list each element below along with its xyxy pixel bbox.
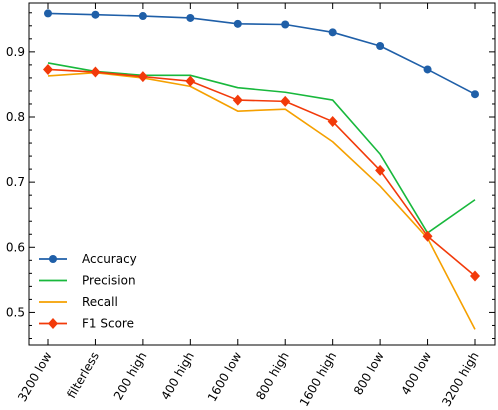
f1-score-line	[47, 68, 476, 277]
series-group	[43, 9, 480, 330]
x-tick-label: 200 high	[111, 350, 150, 403]
f1-score-point	[137, 71, 148, 83]
accuracy-point	[91, 10, 100, 19]
legend: Accuracy Precision Recall F1 Score	[39, 252, 137, 331]
f1-score-point	[375, 164, 386, 176]
accuracy-point	[423, 65, 432, 74]
y-tick-label: 0.7	[6, 175, 25, 189]
legend-f1-score-marker	[48, 318, 58, 329]
f1-score-point	[232, 94, 243, 106]
y-tick-label: 0.5	[6, 305, 25, 319]
f1-score-point	[185, 75, 196, 87]
f1-score-point	[422, 230, 433, 242]
legend-precision-label: Precision	[82, 274, 136, 288]
precision-line	[47, 62, 476, 234]
x-tick-label: 400 high	[158, 350, 197, 403]
x-tick-label: 3200 high	[439, 350, 481, 409]
accuracy-point	[281, 20, 290, 29]
f1-score-point	[90, 66, 101, 78]
legend-f1-score-label: F1 Score	[82, 317, 134, 331]
x-tick-label: 800 low	[351, 349, 387, 397]
x-tick-label: filterless	[64, 350, 102, 401]
legend-accuracy-marker	[49, 255, 57, 263]
x-tick-label: 1600 low	[205, 349, 245, 404]
y-axis: 0.5 0.6 0.7 0.8 0.9	[6, 12, 495, 339]
legend-accuracy-label: Accuracy	[82, 252, 137, 266]
y-tick-label: 0.6	[6, 240, 25, 254]
accuracy-point	[471, 90, 479, 99]
recall-line	[47, 71, 476, 330]
legend-recall-label: Recall	[82, 295, 118, 309]
x-tick-label: 800 high	[253, 350, 292, 403]
accuracy-point	[186, 13, 195, 22]
f1-score-point	[43, 63, 53, 75]
x-tick-label: 1600 high	[297, 350, 339, 409]
accuracy-point	[328, 28, 337, 37]
f1-score-point	[470, 270, 480, 282]
y-tick-label: 0.9	[6, 45, 25, 59]
accuracy-point	[233, 19, 242, 28]
y-tick-label: 0.8	[6, 110, 25, 124]
accuracy-line	[47, 12, 476, 95]
accuracy-point	[44, 9, 52, 18]
accuracy-point	[376, 41, 385, 50]
f1-score-point	[327, 116, 338, 128]
f1-score-point	[280, 95, 291, 107]
x-tick-label: 400 low	[398, 349, 434, 397]
x-tick-label: 3200 low	[15, 349, 55, 404]
plot-frame	[28, 2, 496, 346]
accuracy-point	[138, 12, 147, 21]
